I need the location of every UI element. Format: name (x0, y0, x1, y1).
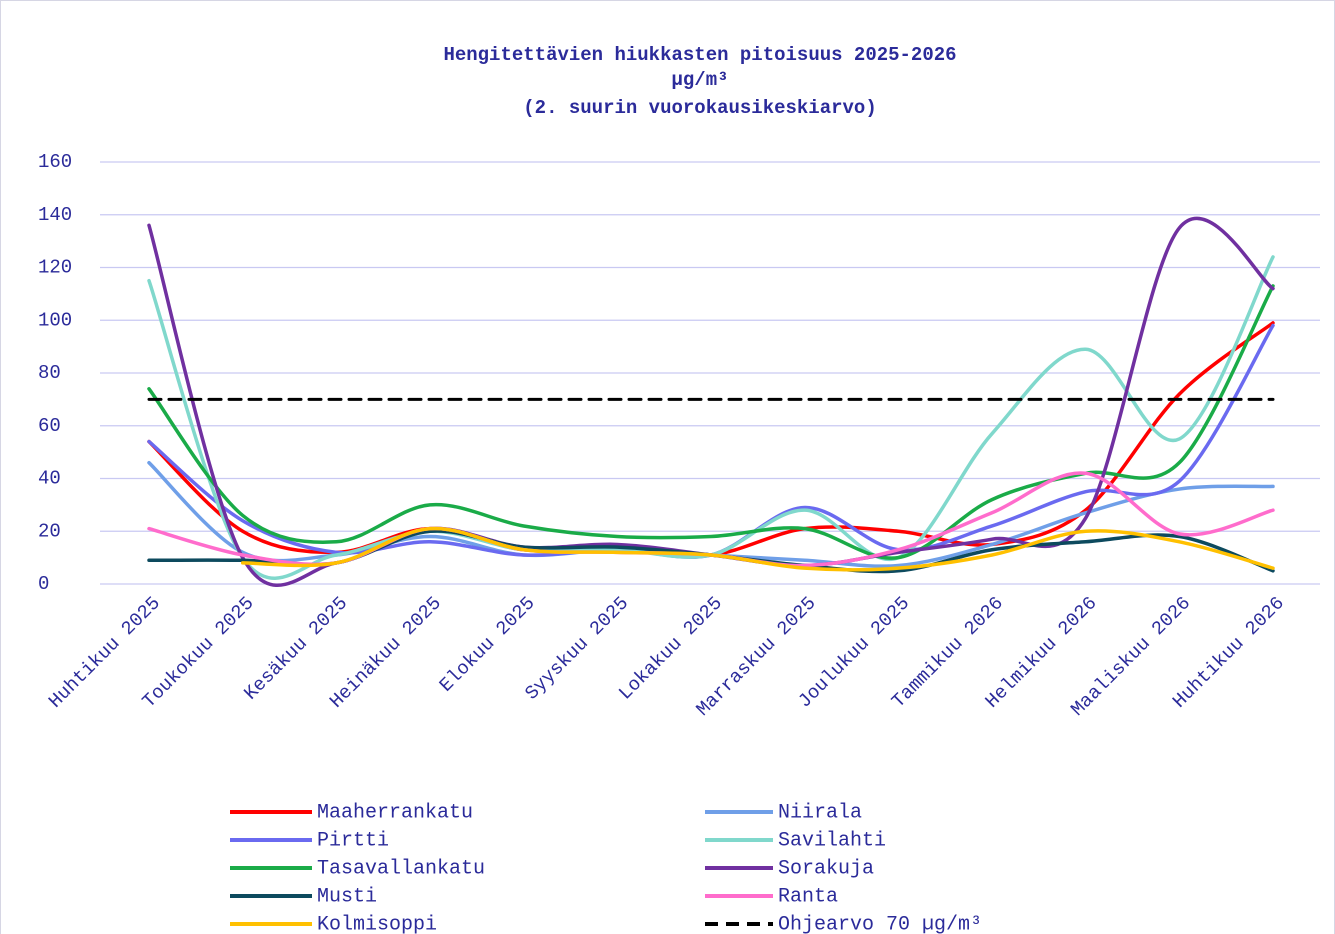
y-tick-label: 0 (38, 573, 49, 595)
legend-label: Ohjearvo 70 µg/m³ (778, 913, 982, 934)
series-line (147, 284, 1275, 560)
y-tick-label: 60 (38, 415, 61, 437)
y-tick-label: 100 (38, 309, 72, 331)
y-tick-label: 80 (38, 362, 61, 384)
legend-label: Ranta (778, 885, 838, 908)
legend-label: Kolmisoppi (317, 913, 437, 934)
series-line (240, 526, 1275, 572)
legend-label: Pirtti (317, 829, 389, 852)
chart-subtitle: µg/m³ (671, 69, 728, 91)
legend-label: Musti (317, 885, 377, 908)
series-line (147, 255, 1275, 580)
y-tick-label: 20 (38, 520, 61, 542)
legend-label: Sorakuja (778, 857, 874, 880)
y-tick-label: 120 (38, 257, 72, 279)
legend-label: Maaherrankatu (317, 801, 473, 824)
y-tick-label: 160 (38, 151, 72, 173)
legend-label: Savilahti (778, 829, 886, 852)
chart-title: Hengitettävien hiukkasten pitoisuus 2025… (443, 44, 956, 66)
y-tick-label: 40 (38, 468, 61, 490)
legend-label: Tasavallankatu (317, 857, 485, 880)
legend-label: Niirala (778, 801, 862, 824)
y-tick-label: 140 (38, 204, 72, 226)
chart-subtitle: (2. suurin vuorokausikeskiarvo) (523, 97, 876, 119)
